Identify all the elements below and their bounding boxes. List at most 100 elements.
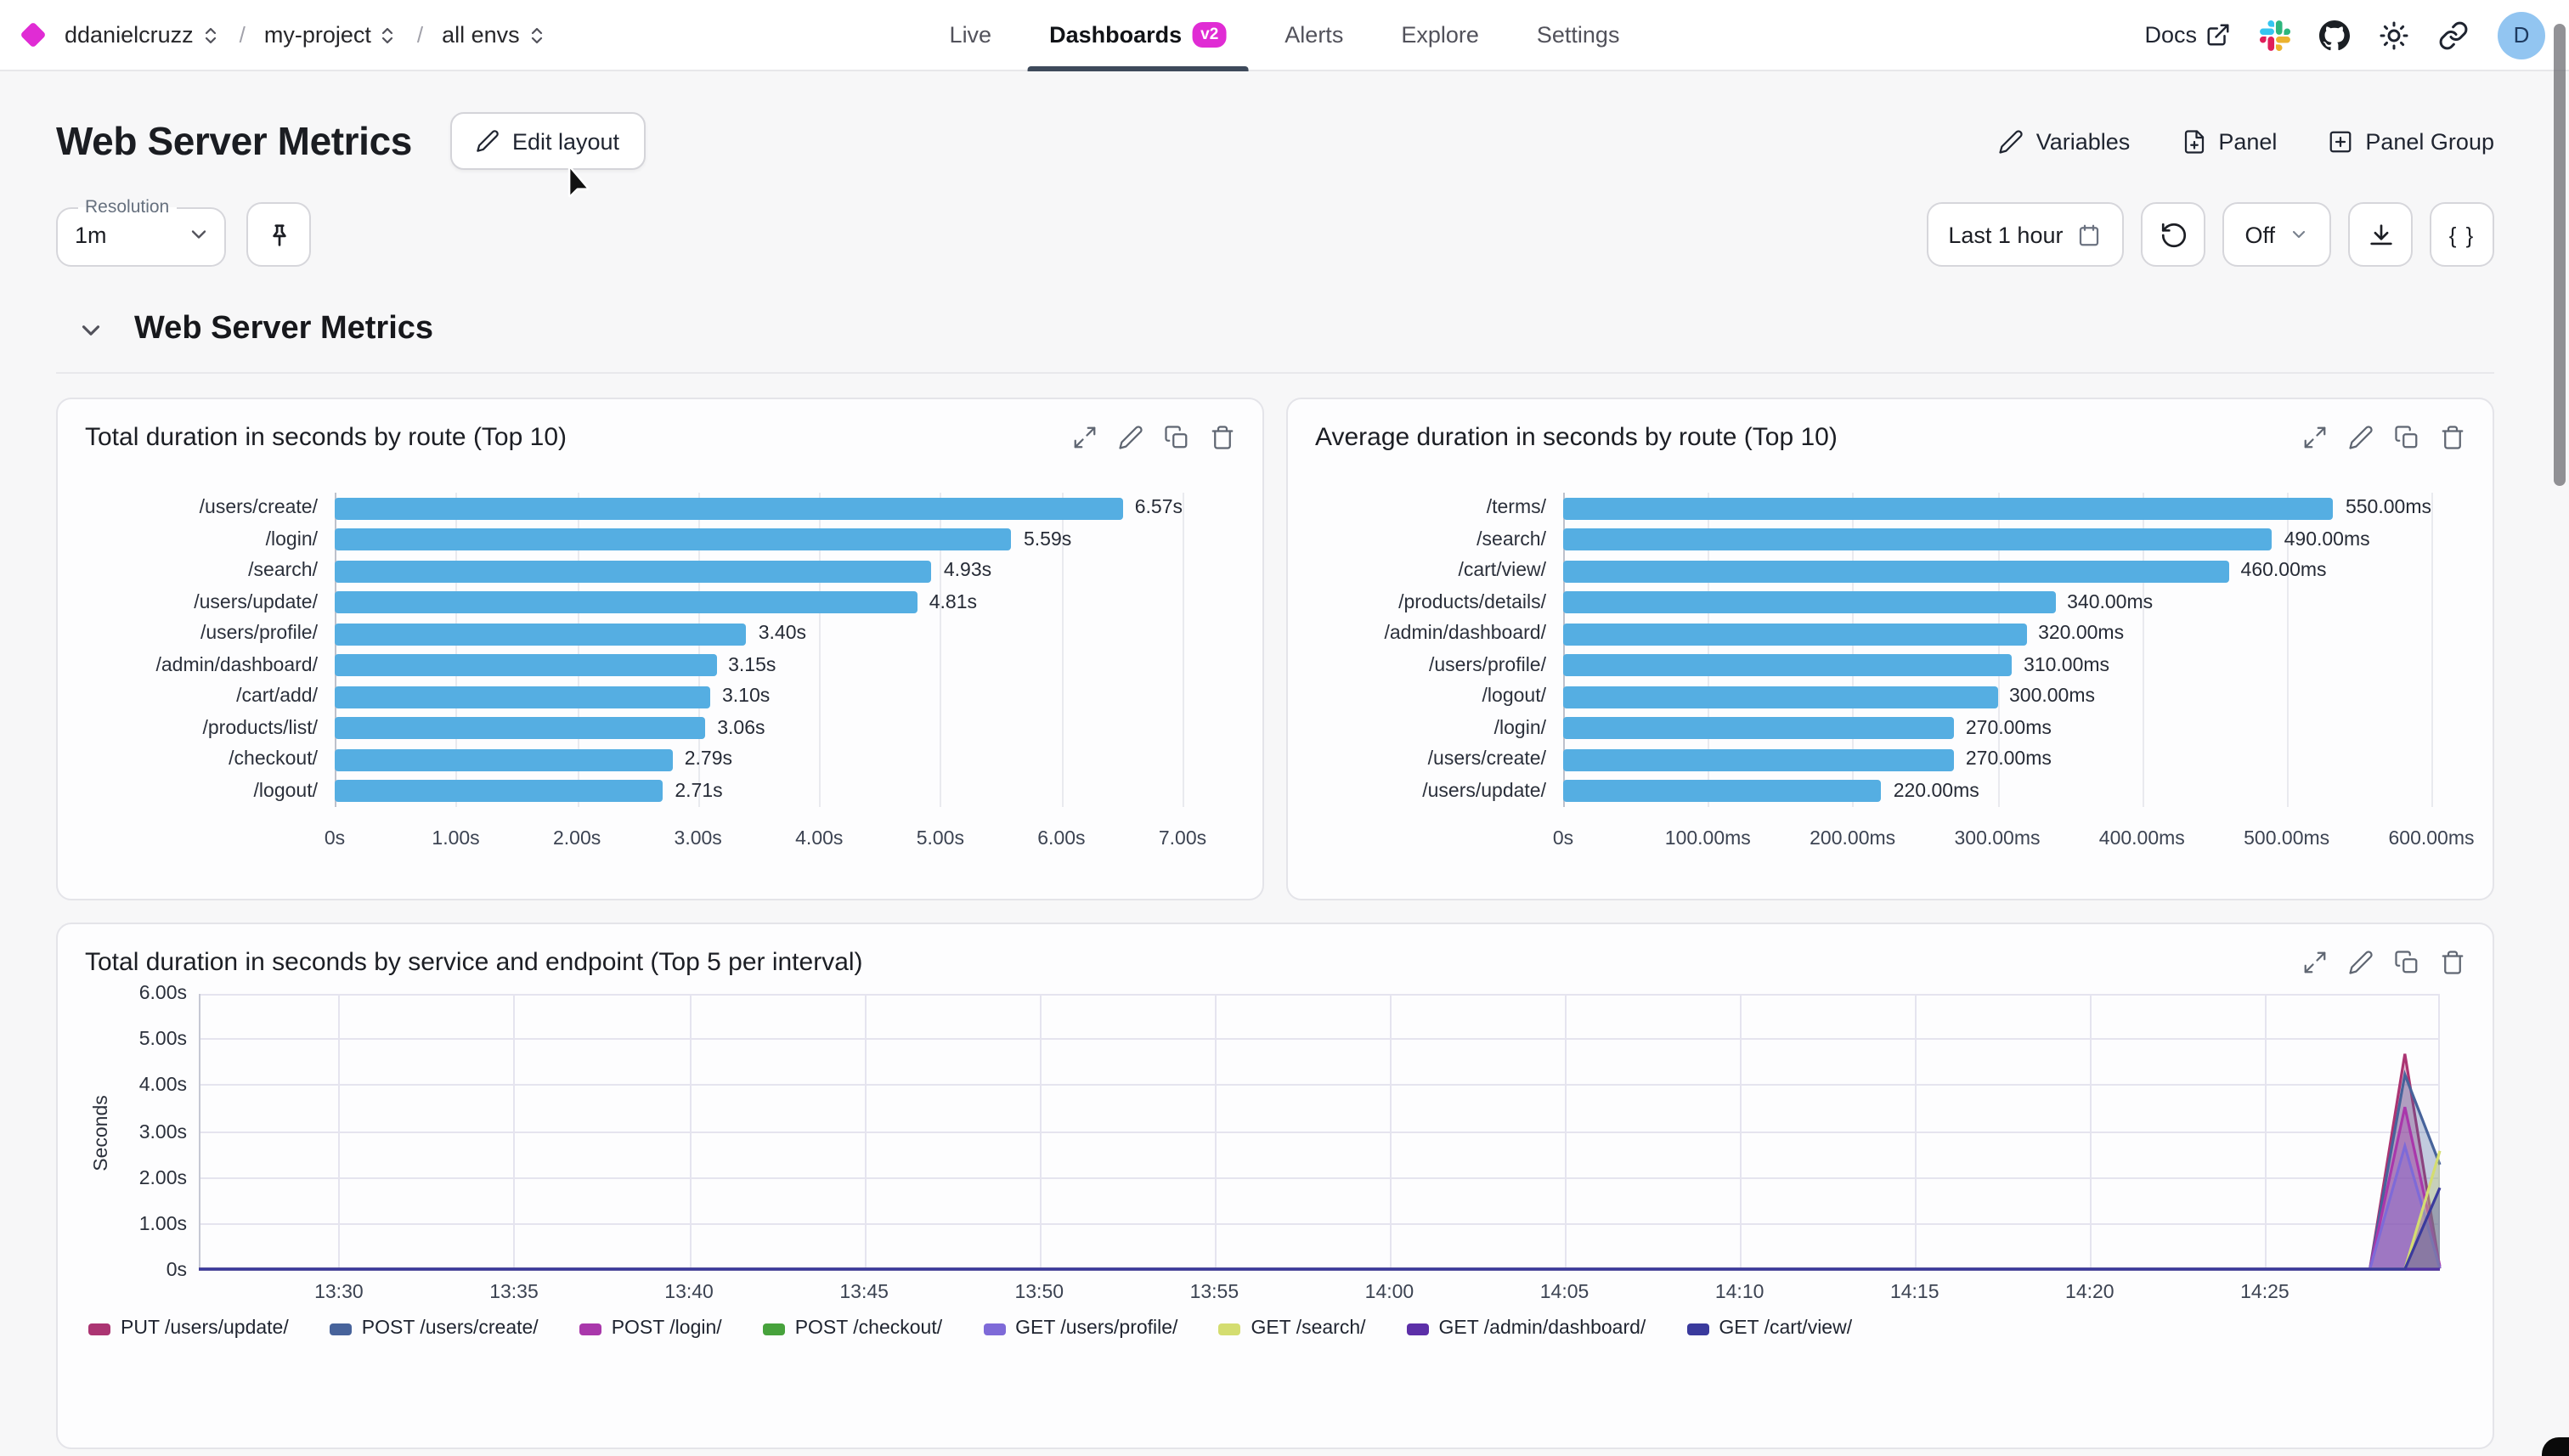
series-line bbox=[199, 1187, 2442, 1271]
bar-value-label: 550.00ms bbox=[2345, 498, 2431, 519]
bar-value-label: 3.06s bbox=[717, 718, 765, 739]
resolution-label: Resolution bbox=[85, 197, 170, 217]
bar-chart-average-duration: /terms/ /search/ /cart/view/ /products/deta… bbox=[1288, 493, 2493, 858]
chevrons-up-down-icon bbox=[382, 26, 393, 43]
legend-swatch-icon bbox=[88, 1323, 110, 1335]
brand-logo-icon bbox=[20, 21, 47, 48]
pin-resolution-button[interactable] bbox=[246, 202, 311, 267]
series-line bbox=[199, 1053, 2442, 1271]
bar[interactable] bbox=[1563, 717, 1954, 740]
edit-icon[interactable] bbox=[1118, 425, 1143, 450]
tab-alerts[interactable]: Alerts bbox=[1262, 0, 1365, 71]
legend-item[interactable]: GET /search/ bbox=[1218, 1318, 1366, 1339]
breadcrumb-env[interactable]: all envs bbox=[442, 22, 547, 48]
bar-category-label: /logout/ bbox=[1482, 686, 1546, 708]
panel-row: Total duration in seconds by route (Top … bbox=[56, 398, 2494, 900]
chevron-down-icon[interactable] bbox=[76, 315, 105, 344]
sun-icon[interactable] bbox=[2379, 20, 2409, 50]
delete-icon[interactable] bbox=[1210, 425, 1235, 450]
link-icon[interactable] bbox=[2438, 20, 2469, 50]
add-panel-button[interactable]: Panel bbox=[2181, 128, 2277, 154]
bar[interactable] bbox=[1563, 528, 2273, 551]
bar[interactable] bbox=[1563, 623, 2027, 646]
x-axis-tick-label: 14:25 bbox=[2240, 1283, 2290, 1303]
bar[interactable] bbox=[1563, 591, 2056, 614]
breadcrumb: ddanielcruzz / my-project / all envs bbox=[20, 21, 547, 48]
bar[interactable] bbox=[1563, 780, 1882, 803]
chat-widget-corner[interactable] bbox=[2542, 1437, 2569, 1456]
refresh-button[interactable] bbox=[2141, 202, 2206, 267]
json-view-button[interactable]: { } bbox=[2430, 202, 2494, 267]
bar[interactable] bbox=[335, 748, 673, 771]
add-panel-group-button[interactable]: Panel Group bbox=[2328, 128, 2494, 154]
bar[interactable] bbox=[335, 717, 706, 740]
panel-title: Average duration in seconds by route (To… bbox=[1315, 423, 1838, 452]
breadcrumb-project[interactable]: my-project bbox=[264, 22, 398, 48]
duplicate-icon[interactable] bbox=[2394, 425, 2419, 450]
time-range-button[interactable]: Last 1 hour bbox=[1926, 202, 2125, 267]
add-panel-label: Panel bbox=[2218, 128, 2278, 154]
bar-value-label: 460.00ms bbox=[2240, 561, 2327, 582]
page-scrollbar[interactable] bbox=[2554, 24, 2566, 486]
legend-item[interactable]: GET /users/profile/ bbox=[983, 1318, 1177, 1339]
legend-item[interactable]: PUT /users/update/ bbox=[88, 1318, 289, 1339]
bar-value-label: 490.00ms bbox=[2284, 529, 2370, 550]
bar[interactable] bbox=[335, 654, 717, 677]
main-content: Web Server Metrics Edit layout Variables… bbox=[0, 112, 2569, 1449]
bar[interactable] bbox=[1563, 497, 2334, 520]
legend-item[interactable]: GET /cart/view/ bbox=[1686, 1318, 1852, 1339]
edit-icon[interactable] bbox=[2348, 950, 2374, 975]
time-series-plot[interactable] bbox=[199, 994, 2442, 1271]
y-axis-tick-label: 4.00s bbox=[138, 1075, 187, 1097]
resolution-select[interactable]: Resolution 1m bbox=[56, 197, 226, 267]
bar[interactable] bbox=[335, 623, 747, 646]
legend-swatch-icon bbox=[1218, 1323, 1241, 1335]
tab-dashboards[interactable]: Dashboards v2 bbox=[1027, 0, 1250, 71]
bar-value-label: 3.40s bbox=[758, 624, 806, 645]
tab-live[interactable]: Live bbox=[928, 0, 1014, 71]
expand-icon[interactable] bbox=[2302, 950, 2328, 975]
delete-icon[interactable] bbox=[2440, 950, 2465, 975]
legend-item[interactable]: GET /admin/dashboard/ bbox=[1406, 1318, 1646, 1339]
bar[interactable] bbox=[1563, 748, 1954, 771]
docs-link[interactable]: Docs bbox=[2144, 22, 2231, 48]
bar[interactable] bbox=[335, 560, 932, 583]
variables-button[interactable]: Variables bbox=[1999, 128, 2130, 154]
edit-icon[interactable] bbox=[2348, 425, 2374, 450]
bar[interactable] bbox=[335, 686, 710, 708]
bar[interactable] bbox=[335, 780, 663, 803]
bar[interactable] bbox=[1563, 654, 2013, 677]
edit-layout-button[interactable]: Edit layout bbox=[450, 112, 646, 170]
gridline bbox=[1997, 493, 1999, 807]
slack-icon[interactable] bbox=[2260, 20, 2290, 50]
expand-icon[interactable] bbox=[2302, 425, 2328, 450]
legend-item[interactable]: POST /login/ bbox=[579, 1318, 722, 1339]
tab-settings[interactable]: Settings bbox=[1515, 0, 1642, 71]
github-icon[interactable] bbox=[2319, 20, 2350, 50]
delete-icon[interactable] bbox=[2440, 425, 2465, 450]
auto-refresh-select[interactable]: Off bbox=[2222, 202, 2331, 267]
active-tab-underline bbox=[1027, 65, 1250, 71]
user-avatar[interactable]: D bbox=[2498, 11, 2545, 59]
gridline bbox=[1852, 493, 1855, 807]
tab-explore[interactable]: Explore bbox=[1379, 0, 1501, 71]
bar[interactable] bbox=[335, 591, 918, 614]
legend-item[interactable]: POST /checkout/ bbox=[762, 1318, 942, 1339]
bar[interactable] bbox=[335, 497, 1123, 520]
bar-category-label: /users/update/ bbox=[1422, 781, 1546, 802]
bar[interactable] bbox=[335, 528, 1012, 551]
bar[interactable] bbox=[1563, 686, 1997, 708]
bar[interactable] bbox=[1563, 560, 2229, 583]
legend-swatch-icon bbox=[762, 1323, 785, 1335]
expand-icon[interactable] bbox=[1072, 425, 1098, 450]
download-button[interactable] bbox=[2348, 202, 2413, 267]
legend-item[interactable]: POST /users/create/ bbox=[329, 1318, 539, 1339]
duplicate-icon[interactable] bbox=[1164, 425, 1189, 450]
tab-dashboards-label: Dashboards bbox=[1049, 22, 1183, 48]
duplicate-icon[interactable] bbox=[2394, 950, 2419, 975]
breadcrumb-org[interactable]: ddanielcruzz bbox=[65, 22, 221, 48]
y-axis-tick-label: 6.00s bbox=[138, 984, 187, 1004]
x-axis-tick-label: 600.00ms bbox=[2388, 829, 2475, 849]
panel-actions bbox=[1072, 425, 1235, 450]
